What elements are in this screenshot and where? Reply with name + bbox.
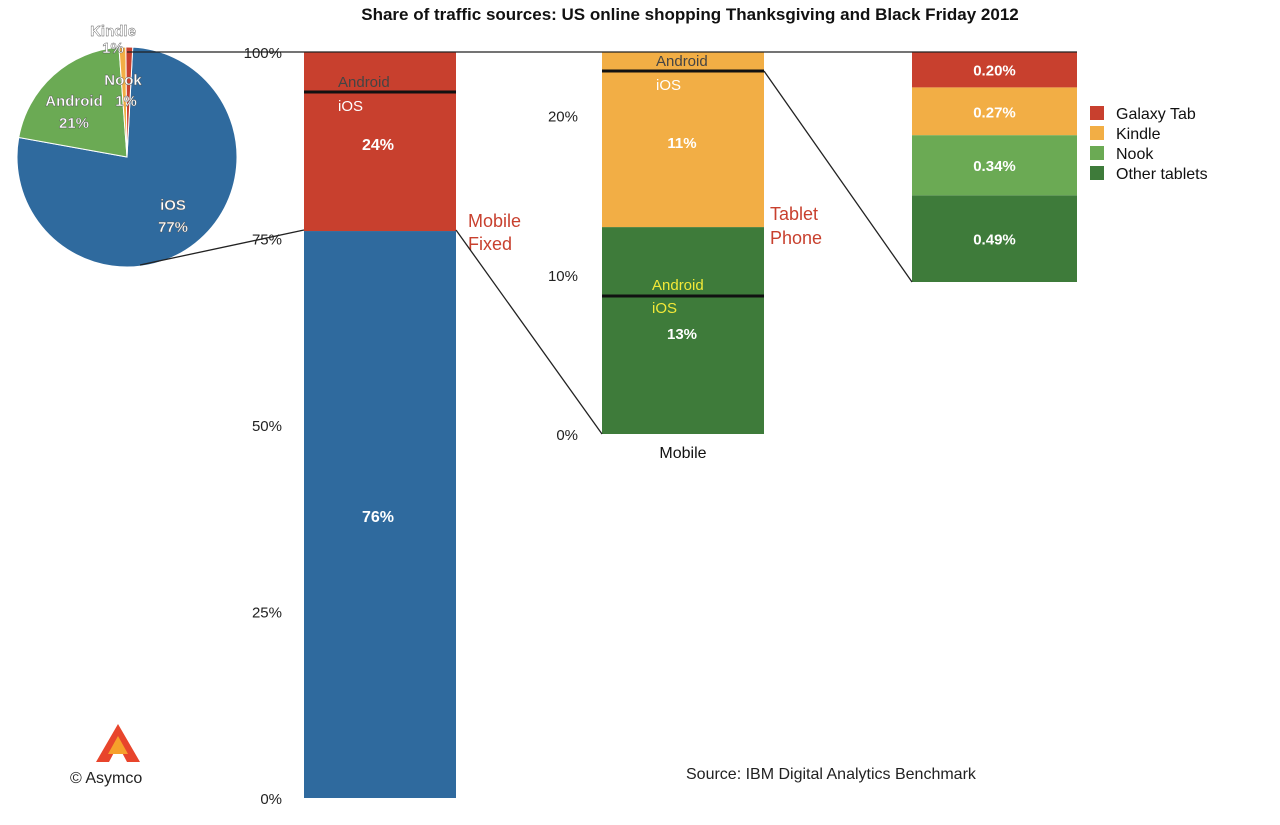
pie-slice-android [18, 46, 128, 158]
bar1-side-label-mobile: Mobile [468, 211, 521, 231]
pie-value-kindle: 1% [102, 40, 124, 57]
source-text: Source: IBM Digital Analytics Benchmark [686, 766, 976, 783]
bar3-segment-kindle [912, 87, 1077, 136]
legend-label-kindle: Kindle [1116, 126, 1161, 143]
bar2-phone-sublabel-android: Android [652, 277, 704, 294]
bar1-tick-50: 50% [252, 418, 282, 435]
pie-slice-nook [125, 46, 134, 158]
connector-line-4 [763, 70, 913, 283]
bar3-segment-nook [912, 135, 1077, 196]
bar2-xlabel: Mobile [659, 445, 706, 462]
asymco-logo-icon [96, 724, 140, 762]
bar2-tick-10: 10% [548, 268, 578, 285]
legend-label-other-tablets: Other tablets [1116, 166, 1208, 183]
bar3-value-kindle: 0.27% [973, 104, 1016, 121]
bar1-segment-fixed [304, 231, 456, 799]
bar3-segment-galaxy-tab [912, 52, 1077, 88]
bar1-sublabel-android: Android [338, 74, 390, 91]
legend-swatch-kindle [1090, 126, 1104, 140]
bar2-tick-20: 20% [548, 109, 578, 126]
bar2-tick-0: 0% [556, 427, 578, 444]
bar2-phone-sublabel-ios: iOS [652, 300, 677, 317]
bar1-sublabel-ios: iOS [338, 98, 363, 115]
pie-value-android: 21% [59, 115, 89, 132]
pie-label-kindle: Kindle [90, 23, 136, 40]
bar1-value-mobile: 24% [362, 137, 394, 154]
bar2-side-label-tablet: Tablet [770, 204, 818, 224]
bar2-value-phone: 13% [667, 326, 697, 343]
pie-label-android: Android [45, 93, 103, 110]
credit-label: © Asymco [70, 770, 143, 787]
pie-label-nook: Nook [104, 72, 142, 89]
connector-line-3 [455, 229, 603, 435]
bar2-tablet-sublabel-ios: iOS [656, 77, 681, 94]
bar2-value-tablet: 11% [667, 135, 696, 152]
bar1-segment-mobile [304, 52, 456, 232]
legend-label-nook: Nook [1116, 146, 1154, 163]
bar2-segment-tablet [602, 52, 764, 228]
pie-value-nook: 1% [115, 93, 137, 110]
bar3-value-nook: 0.34% [973, 158, 1016, 175]
bar2-side-label-phone: Phone [770, 228, 822, 248]
connector-line-2 [139, 229, 305, 266]
legend-label-galaxy-tab: Galaxy Tab [1116, 106, 1196, 123]
bar3-value-galaxy-tab: 0.20% [973, 63, 1016, 80]
legend-swatch-nook [1090, 146, 1104, 160]
bar3-value-other-tablets: 0.49% [973, 232, 1016, 249]
bar2-tablet-sublabel-android: Android [656, 53, 708, 70]
bar1-value-fixed: 76% [362, 509, 394, 526]
credit-text: © Asymco [70, 724, 143, 788]
bar1-side-label-fixed: Fixed [468, 234, 512, 254]
legend-swatch-galaxy-tab [1090, 106, 1104, 120]
pie-value-ios: 77% [158, 219, 188, 236]
legend-swatch-other-tablets [1090, 166, 1104, 180]
chart-title: Share of traffic sources: US online shop… [361, 5, 1019, 24]
bar1-tick-0: 0% [260, 791, 282, 808]
bar3-segment-other-tablets [912, 195, 1077, 282]
bar1-tick-100: 100% [244, 45, 282, 62]
pie-label-ios: iOS [160, 197, 186, 214]
bar2-segment-phone [602, 227, 764, 434]
bar1-tick-25: 25% [252, 605, 282, 622]
